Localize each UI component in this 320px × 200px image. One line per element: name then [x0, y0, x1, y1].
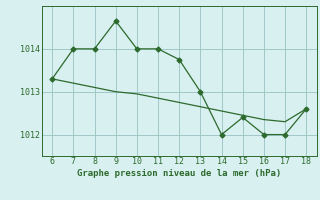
- X-axis label: Graphe pression niveau de la mer (hPa): Graphe pression niveau de la mer (hPa): [77, 169, 281, 178]
